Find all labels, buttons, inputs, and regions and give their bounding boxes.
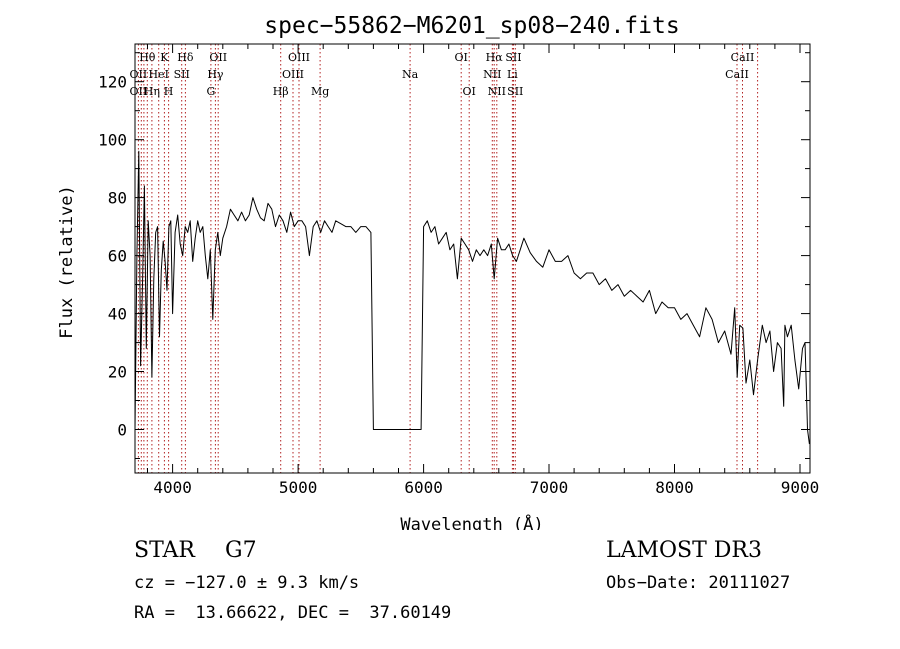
line-label-13: OIII bbox=[282, 68, 304, 81]
line-label-6: Hα bbox=[486, 51, 504, 64]
y-tick-label-5: 100 bbox=[98, 131, 127, 150]
line-label-12: Hγ bbox=[207, 68, 224, 81]
object-subclass: G7 bbox=[225, 538, 257, 563]
object-class: STAR bbox=[134, 538, 195, 563]
line-label-17: CaII bbox=[725, 68, 749, 81]
line-label-20: H bbox=[164, 85, 174, 98]
line-label-25: NII bbox=[488, 85, 506, 98]
line-label-18: OII bbox=[130, 85, 148, 98]
y-tick-label-2: 40 bbox=[108, 305, 127, 324]
x-tick-label-4: 8000 bbox=[655, 478, 694, 497]
line-label-23: Mg bbox=[311, 85, 329, 98]
line-label-24: OI bbox=[463, 85, 476, 98]
line-label-21: G bbox=[207, 85, 216, 98]
line-label-5: OI bbox=[455, 51, 468, 64]
line-label-26: SII bbox=[507, 85, 523, 98]
x-tick-label-5: 9000 bbox=[781, 478, 820, 497]
line-label-4: OIII bbox=[288, 51, 310, 64]
series-flux bbox=[134, 150, 810, 445]
line-label-11: SII bbox=[174, 68, 190, 81]
line-label-1: K bbox=[160, 51, 169, 64]
line-label-7: SII bbox=[505, 51, 521, 64]
y-tick-label-6: 120 bbox=[98, 73, 127, 92]
line-label-14: Na bbox=[402, 68, 419, 81]
redshift-velocity: cz = −127.0 ± 9.3 km/s bbox=[134, 573, 360, 593]
line-label-2: Hδ bbox=[177, 51, 194, 64]
object-classification: STAR G7 bbox=[134, 538, 257, 563]
observation-date: Obs−Date: 20111027 bbox=[606, 573, 791, 593]
line-label-22: Hβ bbox=[273, 85, 289, 98]
x-tick-label-2: 6000 bbox=[404, 478, 443, 497]
line-label-0: Hθ bbox=[139, 51, 156, 64]
line-label-15: NII bbox=[483, 68, 501, 81]
line-label-10: HeI bbox=[148, 68, 168, 81]
coordinates: RA = 13.66622, DEC = 37.60149 bbox=[134, 603, 452, 623]
y-tick-label-4: 80 bbox=[108, 189, 127, 208]
x-axis-label: Wavelength (Å) bbox=[400, 513, 543, 530]
axes: 4000 5000 6000 7000 8000 9000 0 20 40 60 80 100 120 bbox=[98, 44, 819, 497]
x-tick-label-1: 5000 bbox=[279, 478, 318, 497]
line-label-9: OII bbox=[130, 68, 148, 81]
y-tick-label-1: 20 bbox=[108, 363, 127, 382]
line-label-19: Hη bbox=[144, 85, 160, 98]
chart-title: spec−55862−M6201_sp08−240.fits bbox=[264, 13, 679, 39]
survey-name: LAMOST DR3 bbox=[606, 538, 762, 563]
line-label-8: CaII bbox=[731, 51, 755, 64]
y-axis-label: Flux (relative) bbox=[57, 185, 77, 339]
plot-frame bbox=[134, 43, 811, 474]
spectrum-chart: spec−55862−M6201_sp08−240.fits Hθ K Hδ OII O… bbox=[57, 0, 819, 530]
y-tick-label-0: 0 bbox=[117, 421, 127, 440]
spectrum-series bbox=[134, 150, 810, 445]
line-label-16: Li bbox=[507, 68, 518, 81]
emission-line-markers bbox=[137, 44, 759, 473]
line-label-3: OII bbox=[209, 51, 227, 64]
y-tick-label-3: 60 bbox=[108, 247, 127, 266]
line-label-27: CaII bbox=[746, 0, 770, 3]
x-tick-label-0: 4000 bbox=[153, 478, 192, 497]
x-tick-label-3: 7000 bbox=[530, 478, 569, 497]
